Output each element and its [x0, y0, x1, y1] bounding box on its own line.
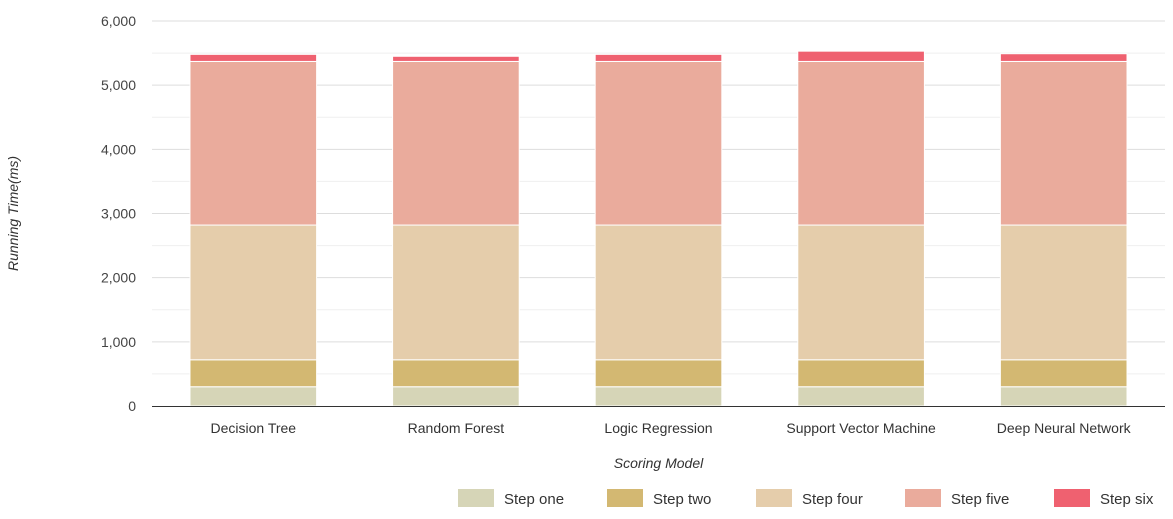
bar-segment[interactable]: [189, 60, 318, 226]
legend-label: Step two: [653, 491, 711, 508]
legend-swatch: [1054, 489, 1090, 507]
x-axis-title: Scoring Model: [614, 455, 704, 471]
x-axis-tick-labels: Decision Tree Random Forest Logic Regressi…: [211, 420, 1132, 436]
y-tick-label: 2,000: [101, 270, 136, 286]
bar-segment[interactable]: [189, 386, 318, 407]
legend-label: Step four: [802, 491, 863, 508]
bar-segment[interactable]: [594, 359, 723, 388]
y-tick-label: 0: [128, 398, 136, 414]
y-tick-label: 6,000: [101, 13, 136, 29]
bar-segment[interactable]: [392, 224, 520, 361]
bar-segment[interactable]: [392, 386, 520, 407]
x-tick-label: Logic Regression: [604, 420, 712, 436]
bar-stack[interactable]: [392, 55, 520, 407]
legend-swatch: [905, 489, 941, 507]
bar-segment[interactable]: [594, 224, 723, 361]
x-tick-label: Decision Tree: [211, 420, 297, 436]
bar-stack[interactable]: [999, 53, 1128, 407]
legend-swatch: [607, 489, 643, 507]
y-axis-tick-labels: 0 1,000 2,000 3,000 4,000 5,000 6,000: [101, 13, 136, 414]
x-tick-label: Support Vector Machine: [786, 420, 936, 436]
legend-item[interactable]: Step five: [905, 489, 1009, 508]
bar-segment[interactable]: [797, 50, 925, 62]
bar-segment[interactable]: [594, 53, 723, 62]
bar-segment[interactable]: [594, 60, 723, 226]
legend-item[interactable]: Step one: [458, 489, 564, 508]
bar-segment[interactable]: [797, 224, 925, 361]
bar-stack[interactable]: [797, 50, 925, 407]
bar-segment[interactable]: [189, 359, 318, 388]
bar-segment[interactable]: [999, 60, 1128, 226]
bar-segment[interactable]: [189, 53, 318, 62]
legend-label: Step six: [1100, 491, 1154, 508]
bar-stack[interactable]: [594, 53, 723, 407]
legend-swatch: [458, 489, 494, 507]
bars: [189, 50, 1128, 407]
bar-segment[interactable]: [999, 53, 1128, 62]
y-tick-label: 3,000: [101, 206, 136, 222]
legend-item[interactable]: Step two: [607, 489, 711, 508]
bar-segment[interactable]: [594, 386, 723, 407]
y-axis-title: Running Time(ms): [5, 156, 21, 271]
y-tick-label: 4,000: [101, 141, 136, 157]
x-tick-label: Random Forest: [408, 420, 505, 436]
legend[interactable]: Step one Step two Step four Step five Step s…: [458, 489, 1154, 508]
bar-segment[interactable]: [392, 359, 520, 388]
bar-segment[interactable]: [797, 359, 925, 388]
bar-segment[interactable]: [189, 224, 318, 361]
y-tick-label: 5,000: [101, 77, 136, 93]
bar-segment[interactable]: [999, 359, 1128, 388]
bar-stack[interactable]: [189, 53, 318, 407]
legend-label: Step five: [951, 491, 1009, 508]
y-tick-label: 1,000: [101, 334, 136, 350]
bar-segment[interactable]: [392, 55, 520, 62]
legend-swatch: [756, 489, 792, 507]
legend-item[interactable]: Step four: [756, 489, 863, 508]
bar-segment[interactable]: [797, 386, 925, 407]
bar-segment[interactable]: [999, 386, 1128, 407]
legend-item[interactable]: Step six: [1054, 489, 1154, 508]
bar-segment[interactable]: [797, 60, 925, 226]
bar-segment[interactable]: [999, 224, 1128, 361]
legend-label: Step one: [504, 491, 564, 508]
x-tick-label: Deep Neural Network: [997, 420, 1132, 436]
bar-segment[interactable]: [392, 60, 520, 226]
